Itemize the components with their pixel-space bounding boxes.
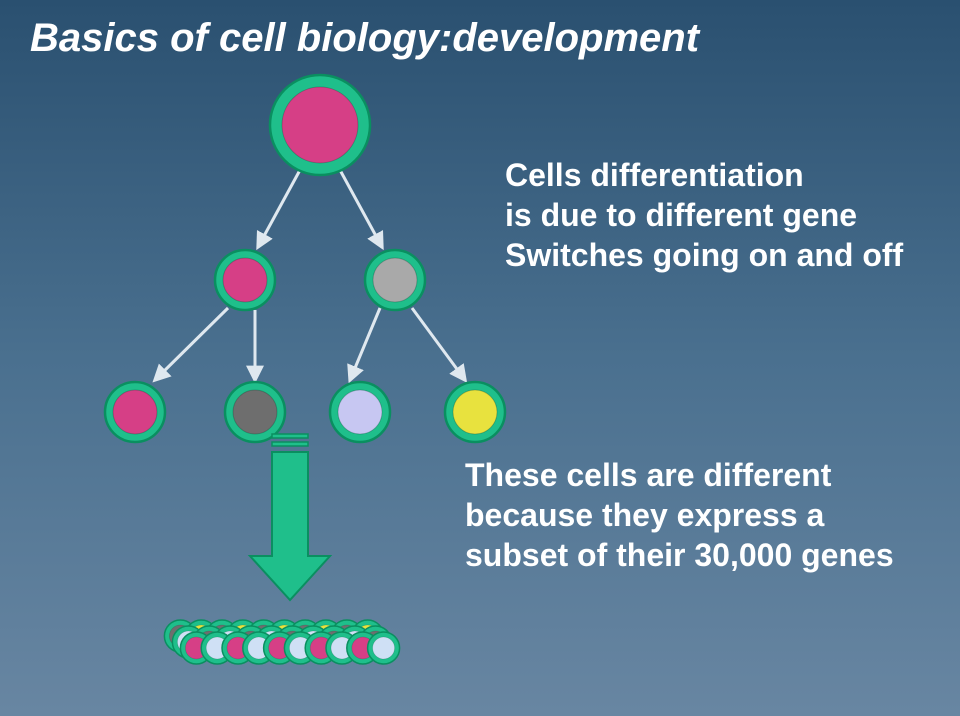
cell-tree-diagram — [0, 0, 960, 716]
